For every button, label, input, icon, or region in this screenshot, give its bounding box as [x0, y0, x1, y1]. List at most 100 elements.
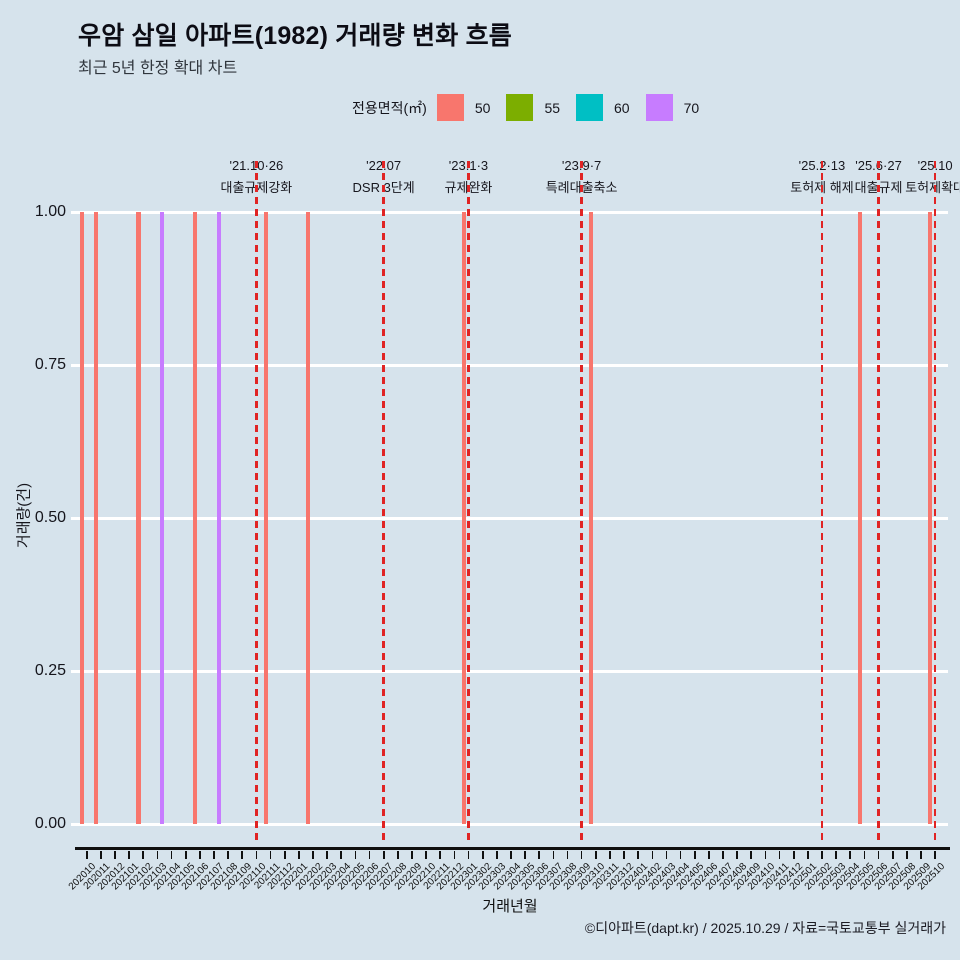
x-tick-202309	[580, 851, 583, 859]
x-tick-202405	[693, 851, 696, 859]
x-tick-202303	[495, 851, 498, 859]
chart-title: 우암 삼일 아파트(1982) 거래량 변화 흐름	[78, 22, 512, 50]
gridline-0.25	[71, 669, 948, 673]
legend-swatch-55	[506, 94, 534, 121]
x-tick-202411	[778, 851, 781, 859]
x-tick-202211	[439, 851, 442, 859]
x-tick-202104	[170, 851, 173, 859]
bar-202011-area50	[93, 212, 99, 824]
x-tick-202206	[368, 851, 371, 859]
x-tick-202207	[382, 851, 385, 859]
event-line-202510	[933, 161, 937, 842]
legend: 전용면적(㎡) 50 55 60 70	[352, 94, 715, 121]
event-line-202502	[821, 161, 823, 842]
x-tick-202506	[877, 851, 880, 859]
x-tick-202402	[651, 851, 654, 859]
x-tick-202408	[736, 851, 739, 859]
bar-202301-area50	[461, 212, 466, 824]
event-line-202309	[580, 161, 583, 842]
bar-202202-area50	[306, 212, 311, 824]
x-tick-202409	[750, 851, 753, 859]
x-tick-202505	[863, 851, 866, 859]
x-tick-202101	[128, 851, 130, 859]
gridline-0.00	[71, 822, 948, 826]
x-tick-202410	[764, 851, 767, 859]
bar-202505-area50	[857, 212, 862, 824]
legend-item-55: 55	[506, 94, 560, 121]
x-tick-202111	[269, 851, 272, 859]
bar-202106-area50	[192, 212, 198, 824]
y-tick-label-0.25: 0.25	[34, 662, 66, 679]
chart-subtitle: 최근 5년 한정 확대 차트	[78, 60, 238, 77]
x-tick-202305	[524, 851, 526, 859]
gridline-1.00	[71, 210, 948, 214]
legend-title: 전용면적(㎡)	[352, 99, 427, 116]
x-tick-202209	[411, 851, 413, 859]
x-tick-202301	[467, 851, 470, 859]
x-tick-202308	[566, 851, 569, 859]
legend-swatch-70	[645, 94, 673, 121]
event-line-202207	[382, 161, 385, 842]
x-tick-202307	[552, 851, 555, 859]
x-tick-202203	[326, 851, 328, 859]
y-tick-label-0.50: 0.50	[34, 509, 66, 526]
bar-202107-area70	[216, 212, 221, 824]
legend-value: 55	[544, 99, 561, 116]
x-tick-202502	[821, 851, 823, 859]
x-tick-202504	[849, 851, 852, 859]
x-tick-202212	[453, 851, 456, 859]
event-line-202301	[467, 161, 470, 842]
x-tick-202201	[298, 851, 300, 859]
x-tick-202509	[920, 851, 922, 859]
x-tick-202210	[425, 851, 427, 859]
y-tick-label-0.00: 0.00	[34, 815, 66, 832]
bar-202102-area50	[136, 212, 141, 824]
legend-swatch-60	[576, 94, 604, 121]
x-tick-202102	[142, 851, 145, 859]
x-tick-202110	[255, 851, 258, 859]
x-tick-202508	[906, 851, 908, 859]
event-line-202110	[255, 161, 258, 842]
x-tick-202204	[340, 851, 343, 859]
x-tick-202010	[85, 851, 88, 859]
legend-value: 70	[683, 99, 700, 116]
x-tick-202403	[665, 851, 668, 859]
legend-swatch-50	[436, 94, 464, 121]
x-tick-202412	[792, 851, 795, 859]
bar-202510-area50	[928, 212, 933, 824]
legend-item-70: 70	[645, 94, 700, 121]
y-tick-label-0.75: 0.75	[34, 356, 66, 373]
x-tick-202105	[184, 851, 187, 859]
x-tick-202306	[538, 851, 541, 859]
x-tick-202407	[722, 851, 724, 859]
x-tick-202304	[510, 851, 512, 859]
x-tick-202208	[396, 851, 399, 859]
x-tick-202202	[312, 851, 314, 859]
event-date: '25.10	[905, 158, 960, 173]
x-tick-202205	[354, 851, 357, 859]
x-tick-202406	[708, 851, 710, 859]
y-axis-title: 거래량(건)	[15, 482, 33, 549]
x-tick-202510	[934, 851, 936, 859]
x-tick-202106	[199, 851, 201, 859]
x-tick-202012	[114, 851, 116, 859]
x-tick-202108	[227, 851, 229, 859]
x-tick-202302	[481, 851, 484, 859]
x-tick-202310	[594, 851, 597, 859]
legend-item-60: 60	[576, 94, 630, 121]
bar-202111-area50	[263, 212, 268, 824]
x-tick-202312	[623, 851, 625, 859]
legend-value: 50	[474, 99, 491, 116]
legend-item-50: 50	[436, 94, 491, 121]
x-tick-202109	[241, 851, 244, 859]
bar-202310-area50	[588, 212, 594, 824]
legend-value: 60	[614, 99, 630, 116]
bar-202103-area70	[160, 212, 165, 824]
x-tick-202404	[679, 851, 682, 859]
x-tick-202103	[156, 851, 159, 859]
x-tick-202107	[213, 851, 215, 859]
event-line-202506	[877, 161, 880, 842]
x-tick-202401	[637, 851, 640, 859]
y-tick-label-1.00: 1.00	[34, 203, 66, 220]
